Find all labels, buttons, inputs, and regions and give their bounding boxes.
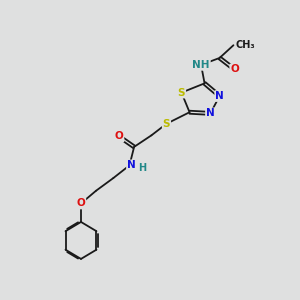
Text: N: N [127,160,136,170]
Text: NH: NH [192,60,210,70]
Text: N: N [206,108,215,118]
Text: O: O [115,131,124,142]
Text: S: S [178,88,185,98]
Text: O: O [230,64,239,74]
Text: H: H [138,163,146,173]
Text: S: S [163,119,170,129]
Text: O: O [76,199,85,208]
Text: N: N [215,91,224,101]
Text: CH₃: CH₃ [236,40,255,50]
